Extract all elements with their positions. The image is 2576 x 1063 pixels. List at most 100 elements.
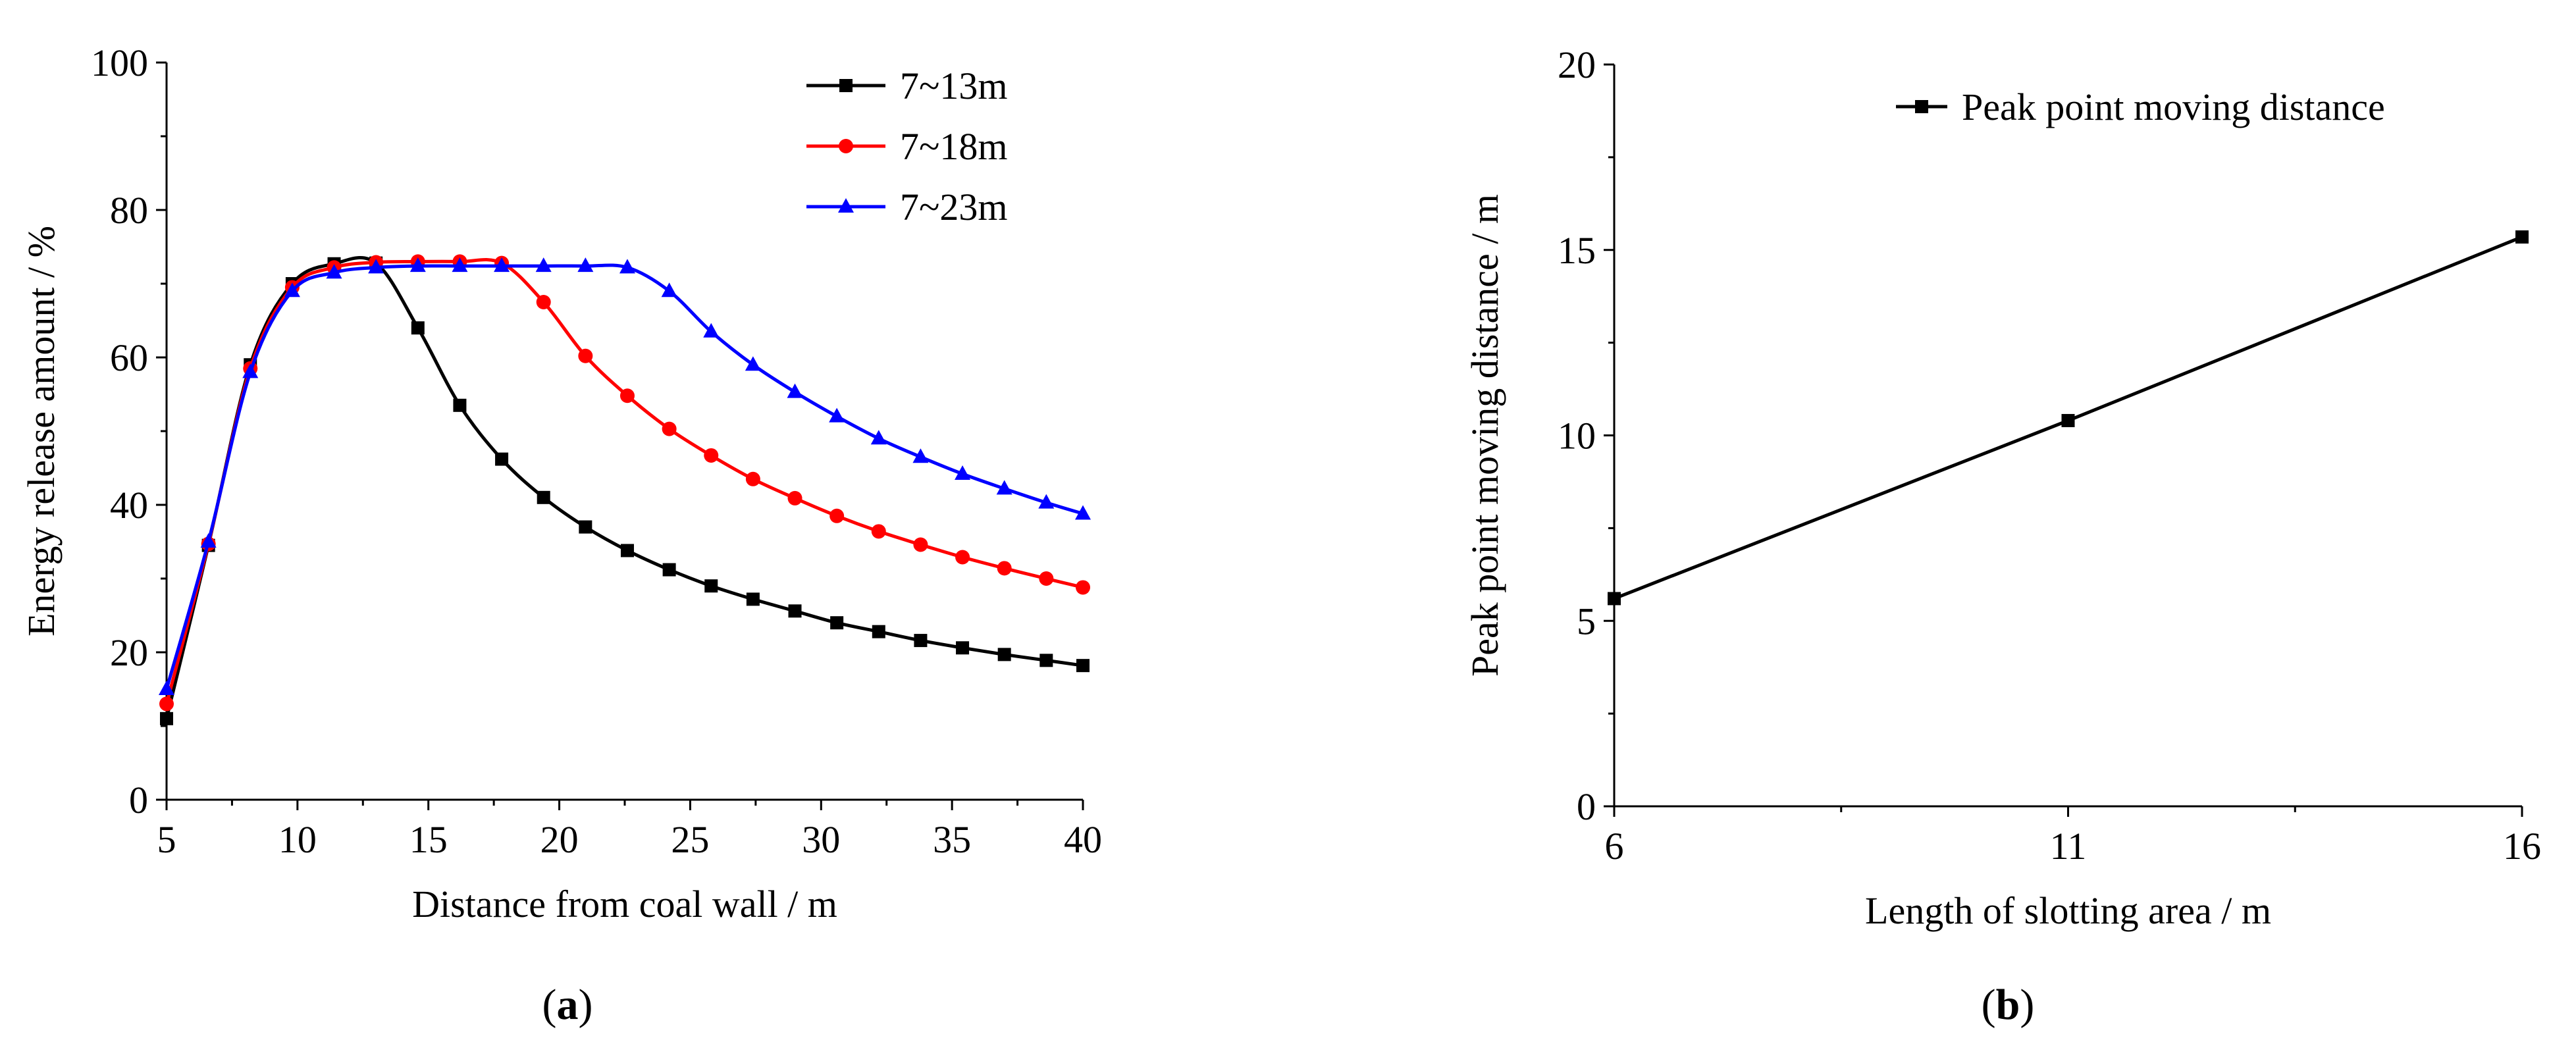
- data-point: [996, 480, 1012, 495]
- data-point: [159, 696, 174, 712]
- data-point: [787, 490, 802, 506]
- data-point: [745, 356, 761, 371]
- panel-b: 6 11 16 0 5 10 15 20 Length of slotting area / m…: [1463, 43, 2541, 1029]
- data-point: [577, 257, 594, 272]
- data-point: [913, 537, 928, 552]
- x-tick-label: 35: [933, 818, 971, 861]
- data-point: [411, 321, 425, 335]
- data-point: [1075, 505, 1091, 520]
- legend-label: 7~18m: [900, 125, 1008, 168]
- data-point: [871, 524, 886, 539]
- y-tick-label: 0: [129, 779, 148, 821]
- data-point: [242, 363, 259, 378]
- data-point: [2061, 413, 2075, 427]
- data-point: [2515, 230, 2529, 244]
- x-tick-label: 10: [278, 818, 317, 861]
- data-point: [409, 257, 426, 272]
- data-point: [620, 544, 634, 557]
- data-point: [912, 448, 929, 463]
- data-point: [956, 641, 970, 655]
- data-point: [829, 407, 845, 423]
- y-tick-label: 20: [1558, 43, 1596, 86]
- data-point: [1038, 494, 1055, 509]
- legend-label: Peak point moving distance: [1962, 86, 2385, 128]
- data-point: [368, 259, 384, 274]
- panel-a: 5 10 15 20 25 30 35 40 0 20 40 60 80 100 Distance from…: [20, 41, 1102, 1029]
- x-tick-label: 15: [409, 818, 448, 861]
- data-point: [200, 533, 217, 548]
- data-point: [1039, 654, 1053, 667]
- series-line-7~18m: [165, 258, 1084, 705]
- data-point: [495, 452, 509, 466]
- x-tick-label: 16: [2503, 825, 2541, 868]
- data-point: [745, 471, 760, 486]
- data-point: [830, 616, 844, 630]
- data-point: [619, 259, 635, 274]
- data-point: [579, 520, 592, 534]
- data-point: [1039, 571, 1054, 586]
- x-tick-label: 25: [671, 818, 709, 861]
- data-point: [578, 348, 593, 363]
- data-point: [452, 257, 468, 272]
- x-tick-label: 6: [1605, 825, 1624, 868]
- y-tick-label: 100: [91, 41, 148, 84]
- data-point: [704, 579, 718, 593]
- data-point: [788, 604, 802, 618]
- data-point: [703, 323, 720, 338]
- y-tick-label: 60: [110, 336, 148, 379]
- series-line-7~23m: [165, 263, 1084, 690]
- data-point: [914, 634, 928, 648]
- data-point: [453, 398, 467, 412]
- y-tick-label: 15: [1558, 229, 1596, 272]
- panel-caption: (a): [542, 981, 593, 1029]
- y-tick-label: 5: [1577, 600, 1596, 642]
- data-point: [787, 383, 803, 398]
- x-axis-label: Distance from coal wall / m: [412, 883, 837, 925]
- legend-label: 7~13m: [900, 65, 1008, 107]
- data-point: [159, 681, 174, 695]
- data-point: [955, 465, 971, 480]
- data-point: [494, 257, 510, 272]
- y-tick-label: 40: [110, 484, 148, 527]
- y-axis-label: Energy release amount / %: [20, 226, 63, 636]
- data-point: [619, 388, 635, 403]
- data-point: [284, 282, 300, 298]
- data-point: [536, 295, 551, 309]
- data-point: [1076, 580, 1090, 595]
- legend-label: 7~23m: [900, 186, 1008, 228]
- y-tick-label: 10: [1558, 415, 1596, 457]
- legend-marker: [839, 139, 853, 153]
- y-tick-label: 80: [110, 189, 148, 232]
- data-point: [704, 448, 719, 463]
- x-tick-label: 30: [802, 818, 840, 861]
- data-point: [661, 282, 677, 298]
- data-point: [535, 257, 552, 272]
- legend-marker: [839, 79, 853, 92]
- data-point: [662, 421, 677, 436]
- data-point: [872, 625, 885, 638]
- data-point: [997, 561, 1012, 576]
- data-point: [662, 563, 676, 577]
- x-tick-label: 20: [540, 818, 579, 861]
- legend-marker: [838, 198, 854, 213]
- data-point: [1076, 659, 1090, 673]
- x-tick-label: 5: [157, 818, 176, 861]
- y-tick-label: 20: [110, 631, 148, 674]
- data-point: [537, 490, 550, 504]
- data-point: [829, 508, 845, 523]
- data-point: [997, 648, 1011, 661]
- data-point: [160, 712, 173, 725]
- x-tick-label: 40: [1064, 818, 1102, 861]
- x-tick-label: 11: [2050, 825, 2087, 868]
- panel-caption: (b): [1982, 981, 2035, 1029]
- legend-marker: [1915, 100, 1928, 113]
- y-tick-label: 0: [1577, 785, 1596, 828]
- data-point: [870, 430, 887, 445]
- data-point: [955, 550, 970, 565]
- x-axis-label: Length of slotting area / m: [1865, 889, 2271, 932]
- series-line-7~13m: [165, 256, 1084, 719]
- data-point: [326, 264, 342, 279]
- data-point: [1608, 592, 1621, 606]
- y-axis-label: Peak point moving distance / m: [1463, 194, 1506, 677]
